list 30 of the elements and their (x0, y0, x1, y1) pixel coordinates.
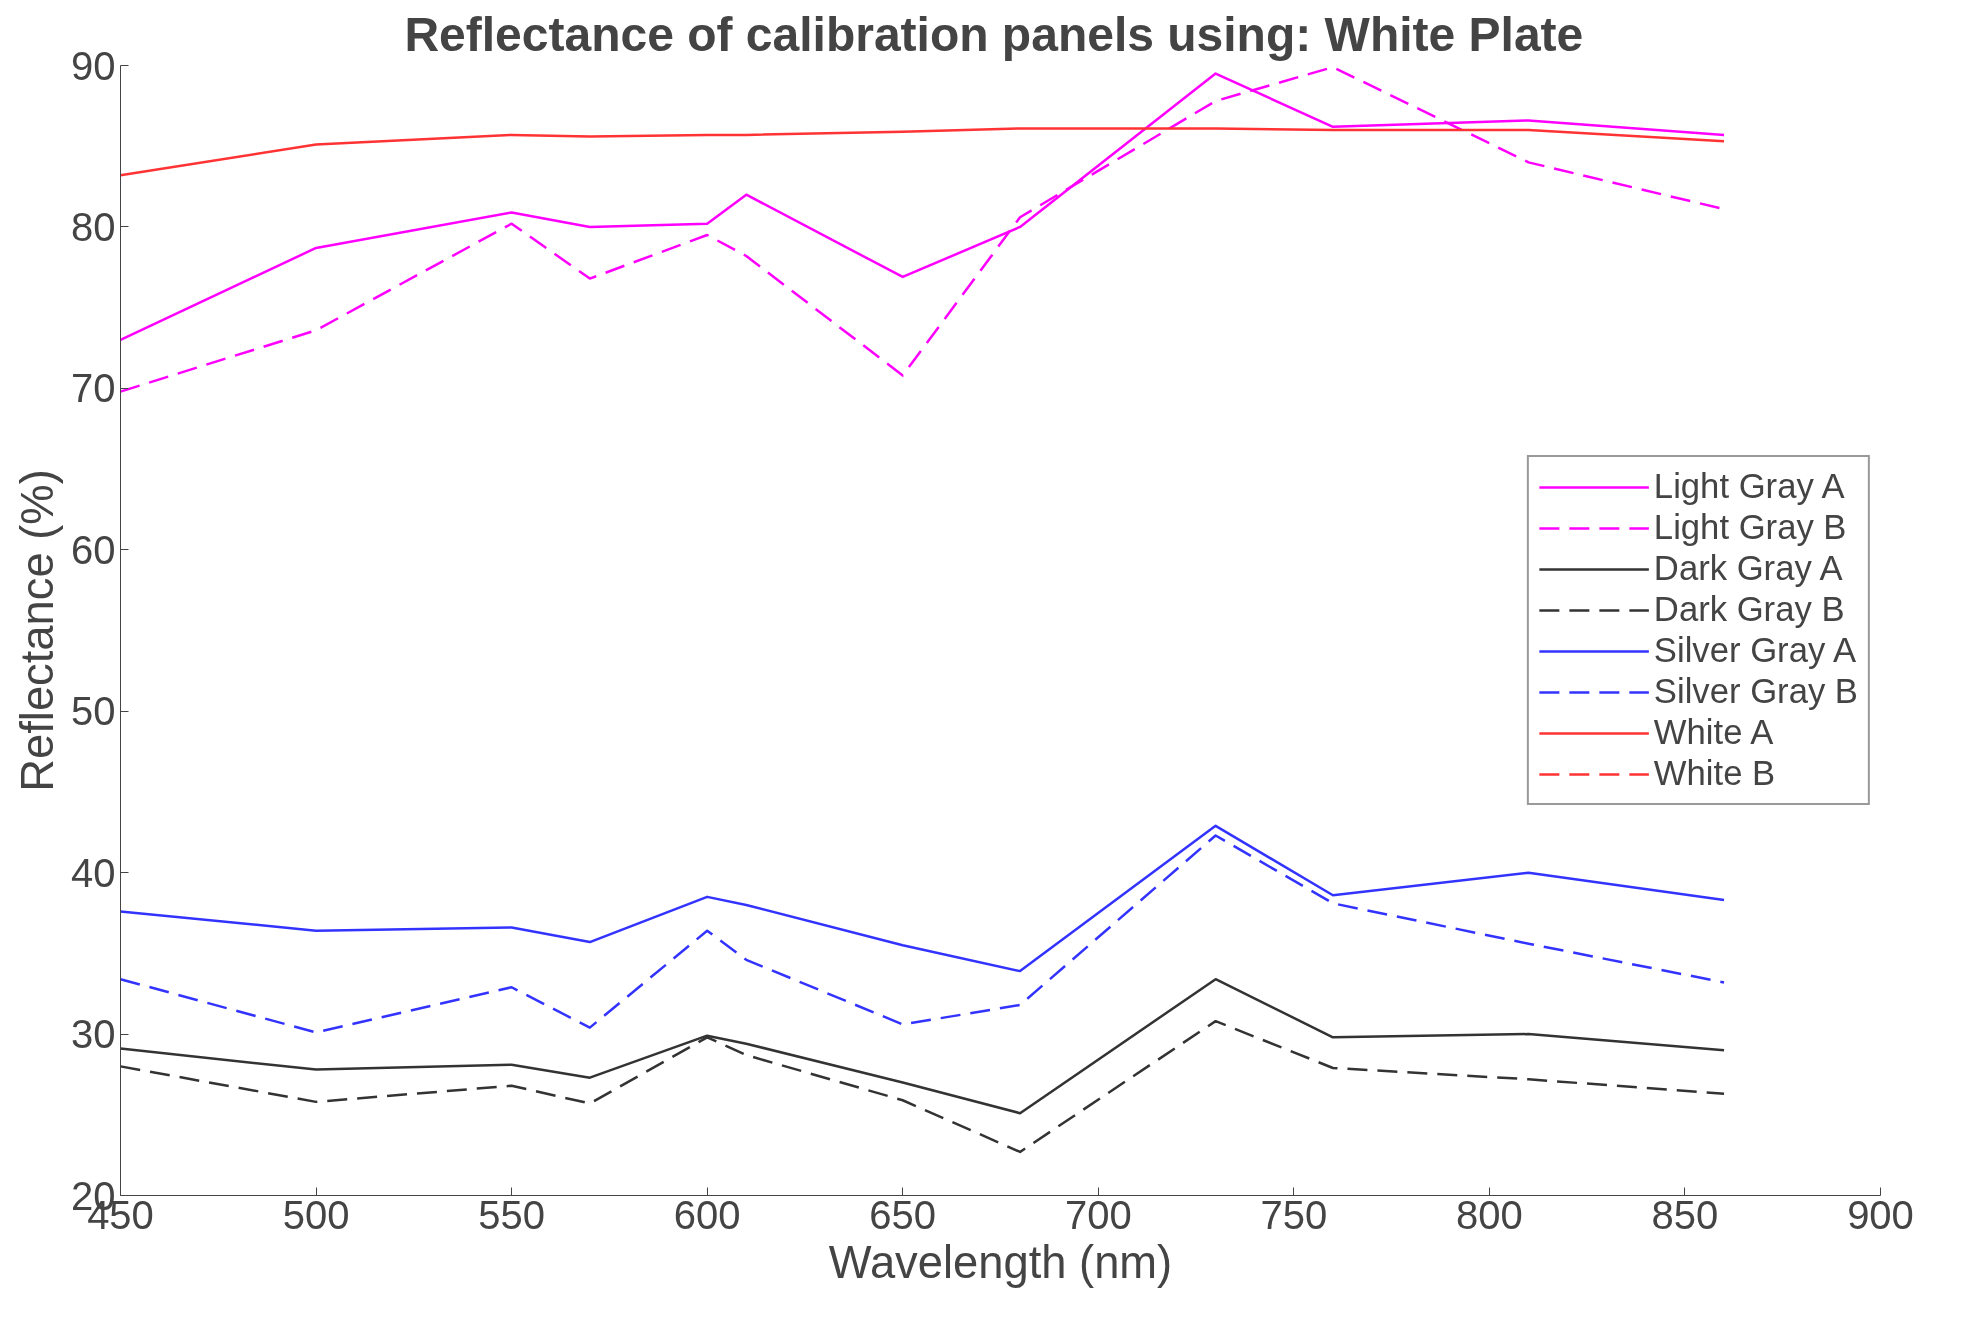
line-series (120, 834, 1726, 1034)
legend-label: White B (1653, 754, 1776, 793)
x-tick-label: 500 (282, 1192, 350, 1237)
y-tick-label: 90 (71, 43, 116, 88)
x-tick-label: 600 (673, 1192, 741, 1237)
y-tick-label: 80 (71, 204, 116, 249)
y-tick-label: 50 (71, 689, 116, 734)
line-series (120, 127, 1726, 177)
legend-label: Silver Gray B (1653, 672, 1858, 711)
x-tick-label: 750 (1260, 1192, 1328, 1237)
legend-label: Dark Gray B (1653, 590, 1845, 629)
y-axis-title: Reflectance (%) (12, 469, 64, 792)
y-tick-label: 70 (71, 366, 116, 411)
x-axis-title: Wavelength (nm) (828, 1236, 1173, 1288)
legend-label: Light Gray A (1653, 467, 1845, 506)
legend-label: Dark Gray A (1653, 549, 1843, 588)
legend-label: White A (1653, 713, 1774, 752)
legend-label: Silver Gray A (1653, 631, 1857, 670)
x-tick-label: 550 (478, 1192, 545, 1237)
y-tick-label: 40 (71, 850, 116, 895)
line-series (120, 824, 1726, 973)
chart-title: Reflectance of calibration panels using: White Plate (404, 7, 1584, 61)
y-tick-label: 30 (71, 1012, 116, 1057)
y-tick-label: 60 (71, 527, 116, 572)
x-tick-label: 650 (869, 1192, 937, 1237)
x-tick-label: 850 (1651, 1192, 1719, 1237)
x-tick-label: 700 (1064, 1192, 1132, 1237)
x-tick-label: 800 (1456, 1192, 1523, 1237)
x-tick-label: 900 (1847, 1192, 1914, 1237)
legend-label: Light Gray B (1653, 508, 1847, 547)
